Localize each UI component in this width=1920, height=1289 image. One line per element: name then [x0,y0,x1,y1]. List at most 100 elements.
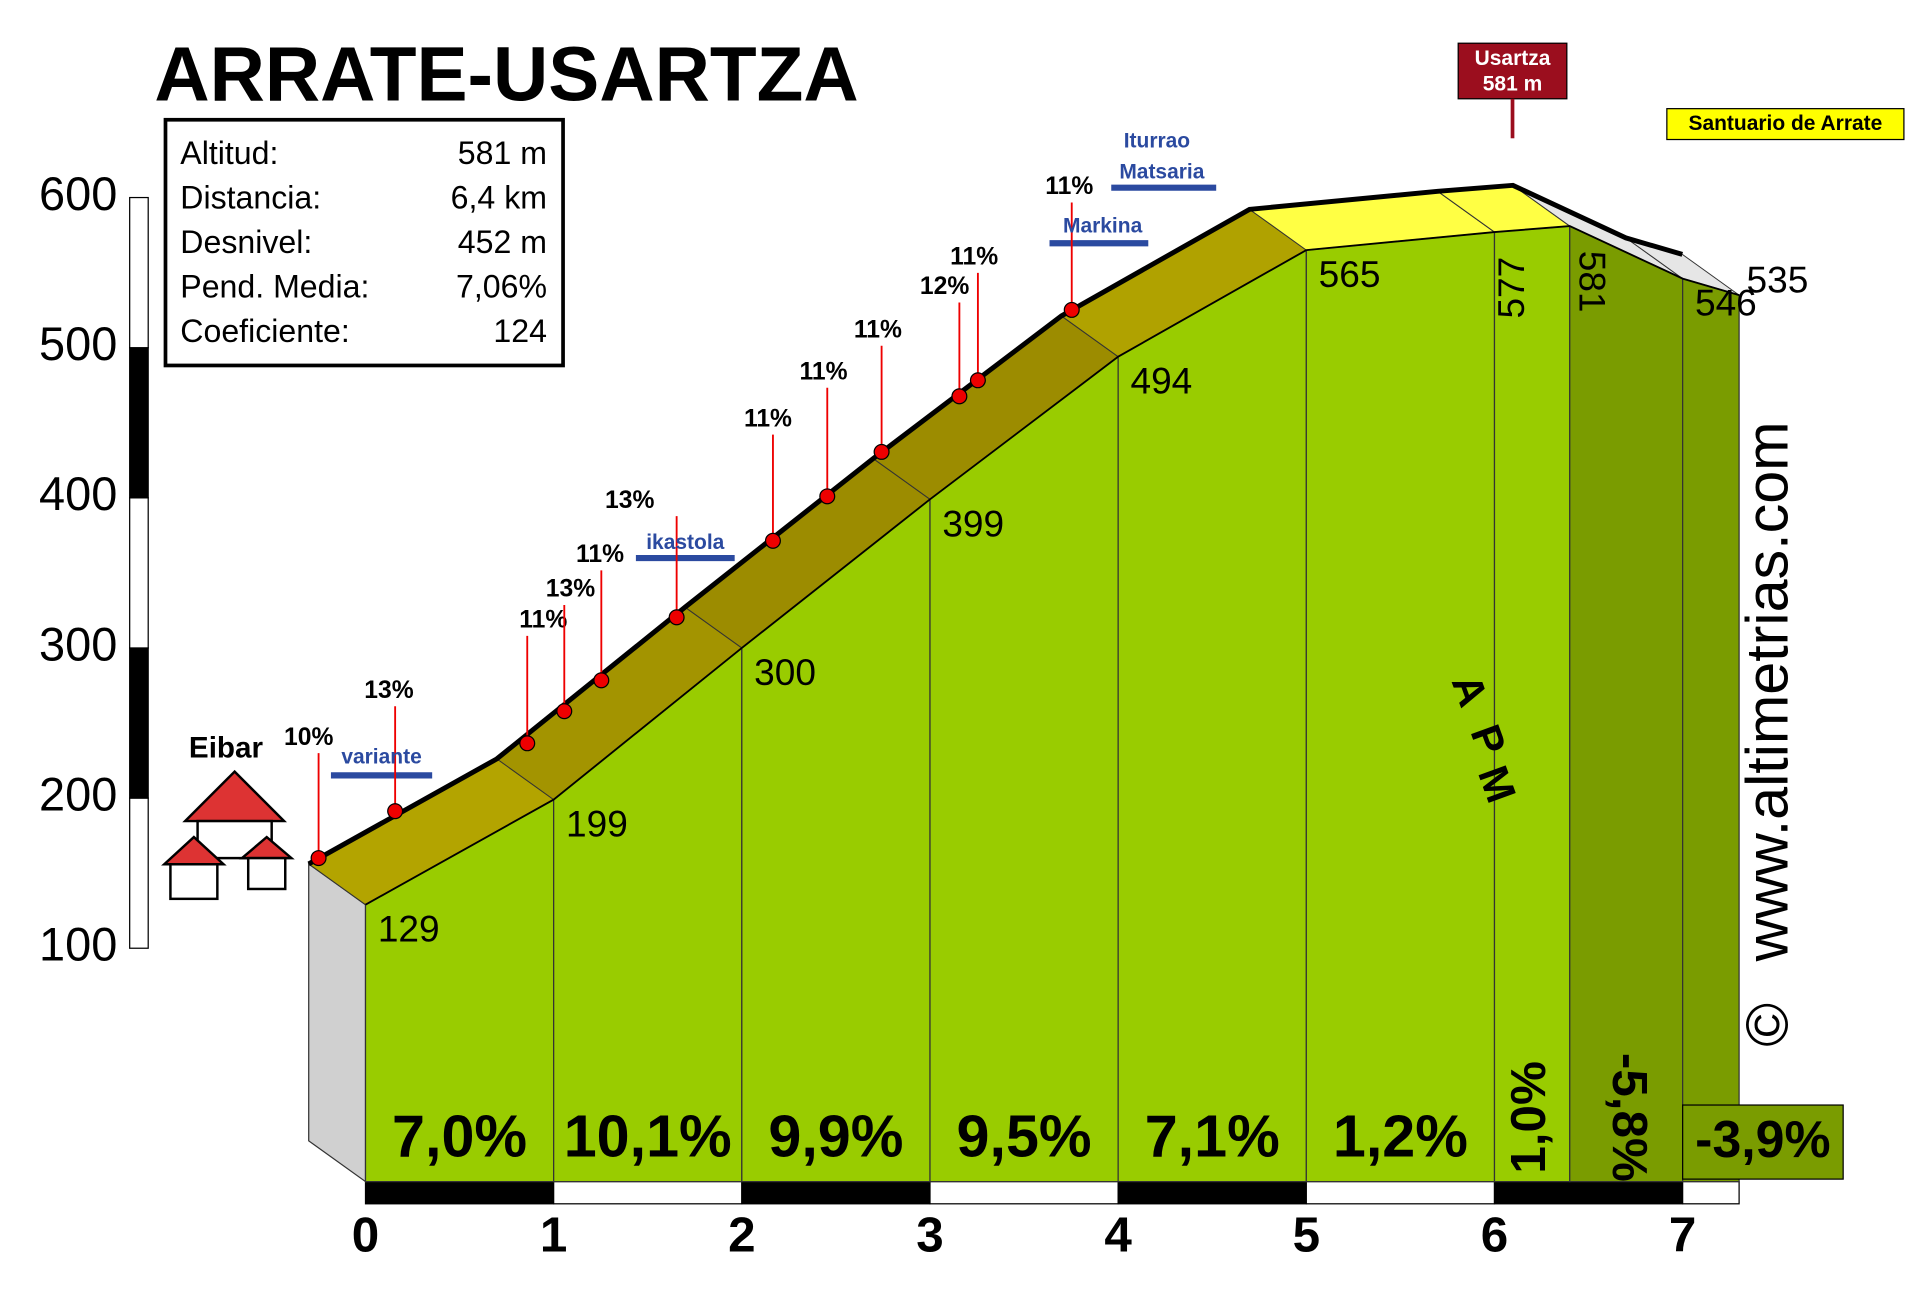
x-scale-segment [929,1180,1119,1205]
steep-dot [873,443,890,460]
front-edge [365,225,1740,906]
altitude-label: 300 [754,651,816,693]
y-tick-label: 400 [39,468,117,520]
side-face [308,862,367,1183]
y-tick-label: 200 [39,768,117,820]
y-tick-label: 100 [39,919,117,971]
info-label: Distancia: [180,180,321,216]
altitude-label: 199 [566,803,628,845]
x-scale-segment [741,1180,931,1205]
steep-dot [310,850,327,867]
steep-label: 10% [284,724,333,751]
altitude-label: 565 [1319,253,1381,295]
gradient-label: -3,9% [1695,1110,1830,1168]
front-face [1682,277,1740,1183]
altitude-label: 399 [942,502,1004,544]
y-scale-segment [129,196,149,349]
altitude-label: 581 [1572,251,1614,313]
x-tick-label: 0 [352,1207,379,1262]
front-face [929,355,1119,1183]
info-box [163,117,565,368]
y-scale-segment [129,497,149,649]
direction-arrows [330,184,1217,779]
info-label: Desnivel: [180,224,312,260]
x-scale-segment [1117,1180,1307,1205]
steep-dot [764,532,781,549]
profile-line [307,182,1684,867]
info-value: 581 m [458,135,547,171]
gradient-label: 7,0% [392,1102,527,1169]
x-scale-segment [553,1180,743,1205]
altitude-label: 494 [1131,360,1193,402]
steep-dot [593,672,610,689]
gradient-label: -5,8% [1602,1053,1657,1182]
steep-label: 13% [605,487,654,514]
place-label: Iturrao [1124,130,1190,153]
gradient-box [1682,1104,1844,1180]
gradient-label: 10,1% [564,1102,732,1169]
steep-label: 11% [744,405,792,432]
steep-label: 11% [800,358,848,385]
altitude-label: 546 [1695,282,1757,324]
gradient-label: 9,5% [957,1102,1092,1169]
website: www.altimetrias.com [1733,421,1800,962]
gradient-label: 1,2% [1333,1102,1468,1169]
info-label: Altitud: [180,135,278,171]
x-scale-segment [1493,1180,1684,1205]
front-face [1493,225,1571,1183]
y-scale-segment [129,797,149,949]
chart-title: ARRATE-USARTZA [154,32,858,117]
steep-label: 13% [546,576,595,603]
x-tick-label: 1 [540,1207,567,1262]
x-tick-label: 7 [1669,1207,1696,1262]
steep-label: 13% [364,677,413,704]
summit-label: Usartza [1475,47,1551,70]
steep-dot [668,609,685,626]
end-label: Santuario de Arrate [1688,112,1882,135]
y-tick-label: 600 [39,168,117,220]
end-label-box [1666,108,1905,141]
x-tick-label: 6 [1481,1207,1508,1262]
info-label: Coeficiente: [180,313,349,349]
y-scale-segment [129,647,149,799]
place-label: Eibar [189,731,264,764]
altitude-label: 535 [1747,259,1809,301]
gradient-label: 1,0% [1501,1061,1556,1174]
x-scale-segment [364,1180,555,1205]
eibar-houses [161,769,295,901]
place-label: ikastola [646,531,724,554]
steep-dot [519,735,536,752]
x-tick-label: 3 [916,1207,943,1262]
x-tick-label: 4 [1104,1207,1132,1262]
altitude-label: 129 [378,908,440,950]
info-value: 6,4 km [451,180,547,216]
steep-label: 12% [920,273,969,300]
place-label: variante [341,746,421,769]
y-tick-label: 500 [39,318,117,370]
y-tick-label: 300 [39,618,117,670]
steep-dot [556,703,573,720]
steep-label: 11% [519,607,567,634]
gradient-label: 7,1% [1145,1102,1280,1169]
steep-label: 11% [854,316,902,343]
x-scale-segment [1305,1180,1496,1205]
info-label: Pend. Media: [180,268,369,304]
place-label: Matsaria [1119,160,1204,183]
x-tick-label: 2 [728,1207,755,1262]
info-value: 124 [493,313,547,349]
info-value: 7,06% [456,268,547,304]
steep-label: 11% [576,541,624,568]
steep-dot [819,488,836,505]
front-face [1569,225,1684,1183]
gradient-label: 9,9% [768,1102,903,1169]
copyright: © [1733,1003,1800,1047]
info-value: 452 m [458,224,547,260]
steep-dot [387,803,404,820]
x-tick-label: 5 [1293,1207,1320,1262]
y-scale-segment [129,347,149,499]
altitude-label: 577 [1490,257,1532,319]
summit-box [1457,42,1568,100]
steep-dot [951,388,968,405]
steep-dot [969,372,986,389]
